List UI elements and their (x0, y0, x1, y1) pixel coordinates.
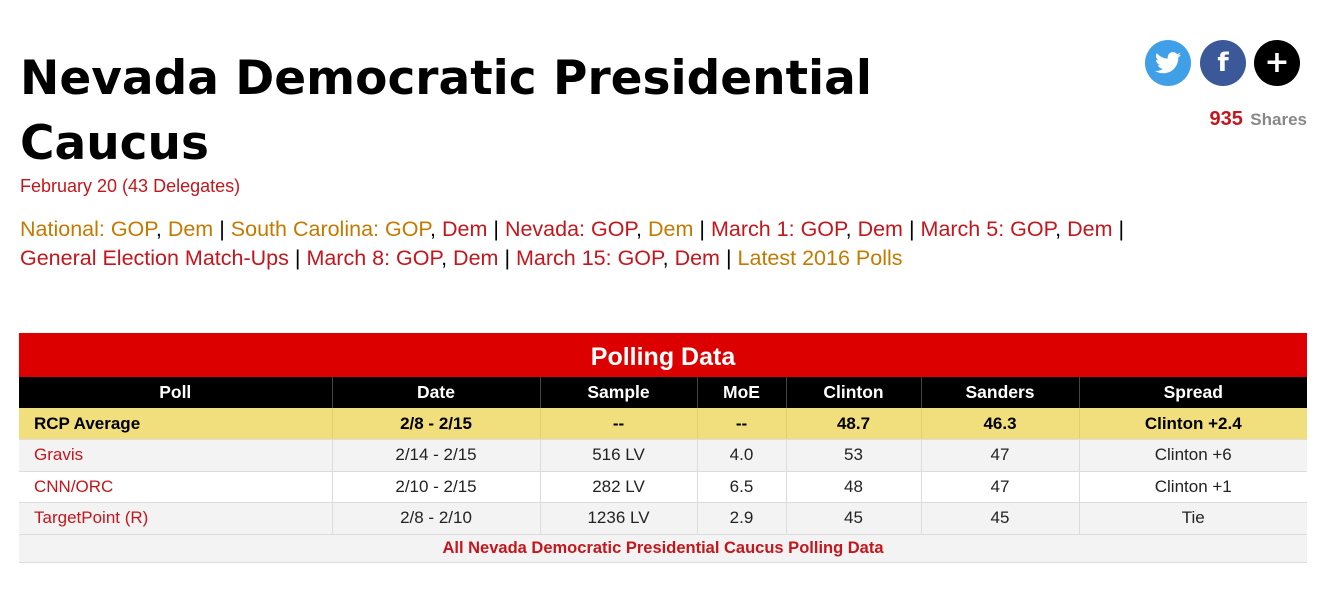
poll-name-link[interactable]: CNN/ORC (19, 471, 332, 503)
poll-sanders: 47 (920, 439, 1079, 472)
nav-comma: , (1055, 217, 1062, 241)
nav-sc-dem-link[interactable]: Dem (441, 217, 488, 241)
share-count-label: Shares (1250, 110, 1307, 129)
poll-name: RCP Average (19, 408, 332, 440)
nav-march1-gop-link[interactable]: March 1: GOP (710, 217, 846, 241)
column-header-clinton: Clinton (785, 377, 921, 408)
poll-sanders: 46.3 (920, 408, 1079, 440)
poll-date: 2/14 - 2/15 (331, 439, 540, 472)
twitter-icon[interactable] (1145, 40, 1191, 86)
poll-clinton: 45 (785, 502, 921, 535)
poll-sample: 1236 LV (539, 502, 697, 535)
nav-comma: , (636, 217, 642, 241)
nav-latest-polls-link[interactable]: Latest 2016 Polls (737, 246, 903, 270)
poll-sample: -- (539, 408, 697, 440)
poll-name-link[interactable]: TargetPoint (R) (19, 502, 332, 535)
nav-march5-gop-link[interactable]: March 5: GOP (920, 217, 1056, 241)
nav-march8-dem-link[interactable]: Dem (453, 246, 499, 270)
nav-separator: | (699, 217, 705, 241)
poll-moe: 4.0 (696, 439, 786, 472)
column-header-moe: MoE (696, 377, 786, 408)
share-count: 935 Shares (1209, 108, 1307, 131)
plus-icon[interactable]: + (1254, 40, 1300, 86)
poll-spread: Clinton +6 (1078, 439, 1307, 472)
nav-march15-dem-link[interactable]: Dem (674, 246, 720, 270)
nav-national-gop-link[interactable]: National: GOP (20, 217, 156, 241)
nav-separator: | (493, 217, 499, 241)
nav-march8-gop-link[interactable]: March 8: GOP (306, 246, 442, 270)
poll-name-link[interactable]: Gravis (19, 439, 332, 472)
nav-comma: , (441, 246, 448, 270)
poll-moe: 6.5 (696, 471, 786, 503)
share-count-number: 935 (1209, 108, 1243, 130)
facebook-icon[interactable]: f (1200, 40, 1246, 86)
polling-data-table: Polling Data Poll Date Sample MoE Clinto… (19, 333, 1307, 563)
nav-separator: | (504, 246, 511, 270)
column-header-spread: Spread (1078, 377, 1307, 408)
table-row: TargetPoint (R) 2/8 - 2/10 1236 LV 2.9 4… (19, 502, 1307, 535)
table-header-row: Poll Date Sample MoE Clinton Sanders Spr… (19, 377, 1307, 408)
poll-clinton: 48 (785, 471, 921, 503)
nav-separator: | (1118, 217, 1125, 241)
all-polling-data-link[interactable]: All Nevada Democratic Presidential Caucu… (19, 534, 1307, 563)
poll-moe: -- (696, 408, 786, 440)
plus-glyph: + (1264, 45, 1290, 80)
table-row: Gravis 2/14 - 2/15 516 LV 4.0 53 47 Clin… (19, 439, 1307, 472)
nav-separator: | (219, 217, 225, 241)
nav-comma: , (155, 217, 162, 241)
rcp-average-row: RCP Average 2/8 - 2/15 -- -- 48.7 46.3 C… (19, 408, 1307, 440)
nav-separator: | (908, 217, 915, 241)
table-row: CNN/ORC 2/10 - 2/15 282 LV 6.5 48 47 Cli… (19, 471, 1307, 503)
poll-clinton: 48.7 (785, 408, 921, 440)
table-footer-row: All Nevada Democratic Presidential Caucu… (19, 534, 1307, 563)
column-header-date: Date (331, 377, 540, 408)
poll-navigation: National: GOP, Dem | South Carolina: GOP… (20, 215, 1310, 273)
poll-spread: Tie (1078, 502, 1307, 535)
nav-comma: , (662, 246, 669, 270)
page-title: Nevada Democratic Presidential Caucus (20, 51, 872, 171)
nav-comma: , (430, 217, 436, 241)
page-subtitle: February 20 (43 Delegates) (20, 176, 241, 196)
nav-nv-dem-link[interactable]: Dem (647, 217, 694, 241)
poll-date: 2/8 - 2/10 (331, 502, 540, 535)
nav-sc-gop-link[interactable]: South Carolina: GOP (230, 217, 430, 241)
nav-separator: | (294, 246, 301, 270)
table-title: Polling Data (19, 333, 1307, 377)
nav-comma: , (845, 217, 852, 241)
facebook-f-glyph: f (1217, 48, 1229, 78)
poll-spread: Clinton +1 (1078, 471, 1307, 503)
column-header-sample: Sample (539, 377, 697, 408)
nav-separator: | (725, 246, 732, 270)
nav-march1-dem-link[interactable]: Dem (857, 217, 903, 241)
share-icons: f + (1145, 40, 1305, 86)
column-header-sanders: Sanders (920, 377, 1079, 408)
nav-general-election-link[interactable]: General Election Match-Ups (20, 246, 289, 270)
poll-sanders: 47 (920, 471, 1079, 503)
poll-date: 2/10 - 2/15 (331, 471, 540, 503)
poll-spread: Clinton +2.4 (1078, 408, 1307, 440)
poll-sample: 282 LV (539, 471, 697, 503)
poll-moe: 2.9 (696, 502, 786, 535)
nav-national-dem-link[interactable]: Dem (167, 217, 214, 241)
poll-date: 2/8 - 2/15 (331, 408, 540, 440)
poll-sample: 516 LV (539, 439, 697, 472)
nav-march15-gop-link[interactable]: March 15: GOP (516, 246, 663, 270)
nav-march5-dem-link[interactable]: Dem (1067, 217, 1113, 241)
poll-sanders: 45 (920, 502, 1079, 535)
poll-clinton: 53 (785, 439, 921, 472)
column-header-poll: Poll (19, 377, 332, 408)
nav-nv-gop-link[interactable]: Nevada: GOP (504, 217, 637, 241)
